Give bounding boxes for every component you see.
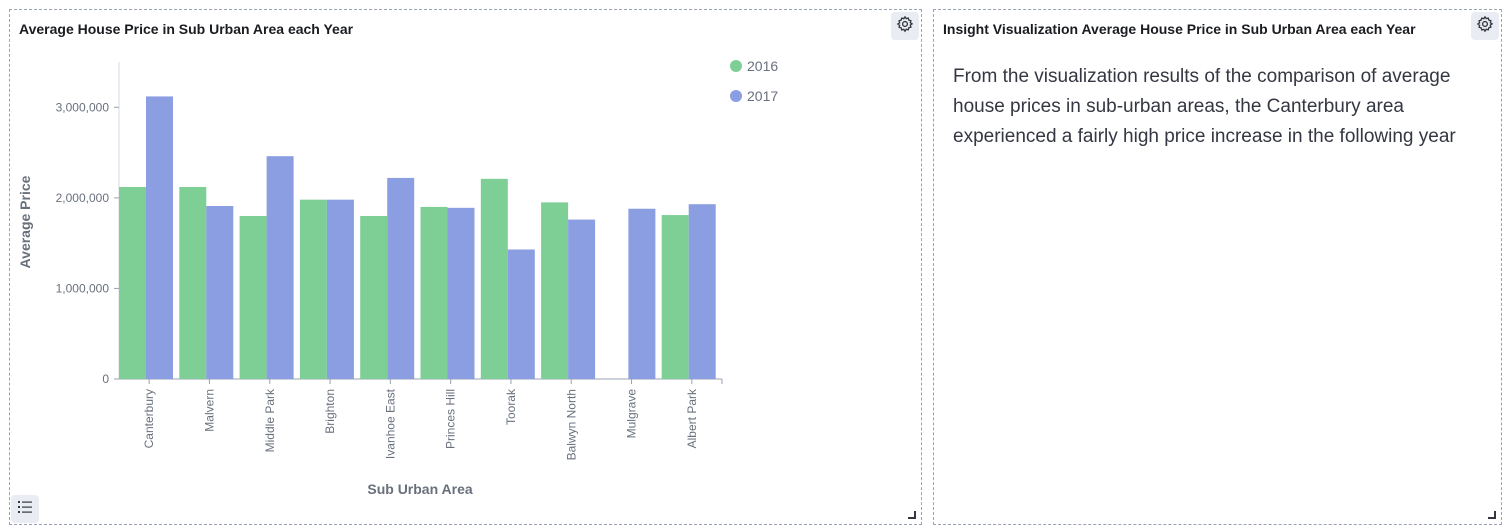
insight-text: From the visualization results of the co… <box>953 66 1456 147</box>
x-tick-label: Princes Hill <box>444 389 458 449</box>
chart-settings-button[interactable] <box>891 12 919 40</box>
y-tick-label: 2,000,000 <box>56 191 110 205</box>
bar-2016 <box>420 206 448 379</box>
insight-panel-title: Insight Visualization Average House Pric… <box>943 21 1416 37</box>
bar-2016 <box>541 202 569 379</box>
bar-2016 <box>239 215 267 379</box>
bar-2016 <box>480 178 508 379</box>
bar-2016 <box>299 199 327 379</box>
resize-handle[interactable] <box>1488 511 1496 519</box>
x-tick-label: Brighton <box>323 389 337 434</box>
bar-2017 <box>568 219 596 379</box>
gear-icon <box>1476 15 1494 38</box>
y-tick-label: 0 <box>102 372 109 386</box>
bar-2017 <box>146 96 173 379</box>
bar-2017 <box>628 208 656 379</box>
y-axis-title: Average Price <box>17 175 33 268</box>
bar-2016 <box>119 186 146 379</box>
bar-2017 <box>206 206 234 379</box>
x-tick-label: Mulgrave <box>625 389 639 439</box>
x-tick-label: Middle Park <box>263 388 277 452</box>
bar-2017 <box>326 199 354 379</box>
bar-2017 <box>387 177 415 379</box>
chart-panel-title: Average House Price in Sub Urban Area ea… <box>19 21 354 37</box>
bar-2016 <box>360 215 388 379</box>
x-tick-label: Toorak <box>504 388 518 425</box>
bar-2017 <box>507 249 535 379</box>
legend-toggle-button[interactable] <box>11 495 39 523</box>
bar-2017 <box>688 204 716 379</box>
x-tick-label: Albert Park <box>685 388 699 448</box>
x-tick-label: Balwyn North <box>564 389 578 460</box>
bar-2016 <box>661 215 689 379</box>
insight-panel: Insight Visualization Average House Pric… <box>933 9 1502 525</box>
legend-label-2017: 2017 <box>747 88 778 104</box>
legend-swatch-2016 <box>730 60 742 72</box>
bar-chart: 0 1,000,000 2,000,000 3,000,000 Canterbury Ma… <box>17 58 778 497</box>
x-tick-label: Canterbury <box>142 389 156 448</box>
list-icon <box>17 499 33 520</box>
gear-icon <box>896 15 914 38</box>
bar-2017 <box>266 156 294 379</box>
legend-label-2016: 2016 <box>747 58 778 74</box>
y-tick-label: 3,000,000 <box>56 100 110 114</box>
chart-panel: Average House Price in Sub Urban Area ea… <box>9 9 922 525</box>
bar-2017 <box>447 207 475 379</box>
legend-swatch-2017 <box>730 90 742 102</box>
y-tick-label: 1,000,000 <box>56 281 110 295</box>
resize-handle[interactable] <box>908 511 916 519</box>
bar-2016 <box>179 186 207 379</box>
insight-settings-button[interactable] <box>1471 12 1499 40</box>
x-tick-label: Malvern <box>202 389 216 432</box>
x-axis-title: Sub Urban Area <box>367 481 472 497</box>
x-tick-label: Ivanhoe East <box>383 388 397 459</box>
